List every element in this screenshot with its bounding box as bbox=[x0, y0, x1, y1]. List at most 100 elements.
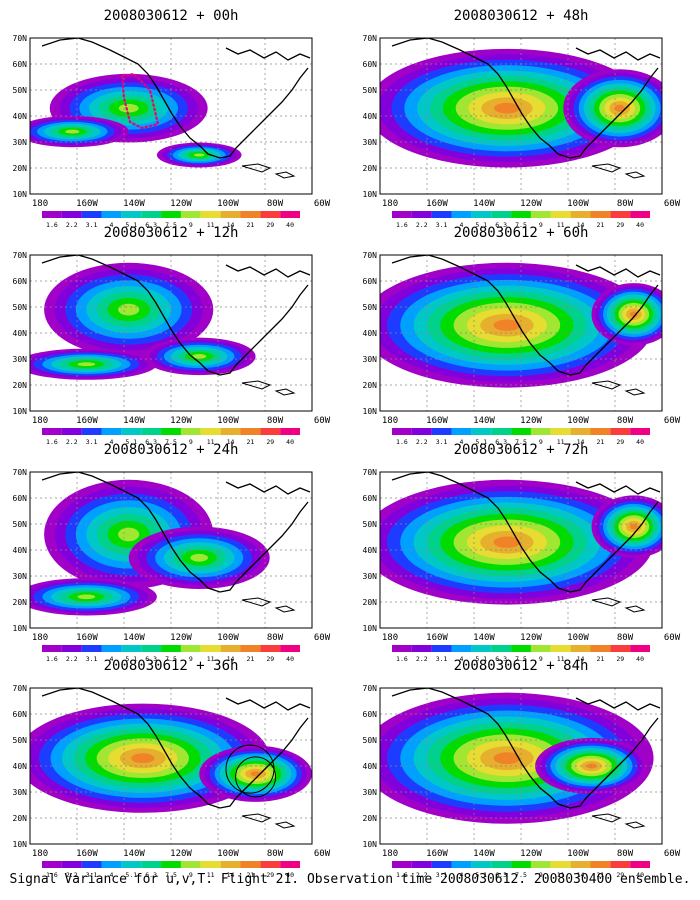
lon-tick-label: 80W bbox=[617, 199, 634, 209]
colorbar-swatch bbox=[200, 428, 221, 435]
colorbar-swatch bbox=[530, 428, 551, 435]
colorbar-swatch bbox=[260, 645, 281, 652]
colorbar-label: 3.1 bbox=[436, 438, 448, 445]
variance-field bbox=[30, 479, 270, 616]
colorbar-swatch bbox=[61, 428, 82, 435]
colorbar-label: 1.6 bbox=[46, 438, 58, 445]
colorbar-label: 14 bbox=[227, 871, 235, 878]
lon-tick-label: 100W bbox=[567, 199, 589, 209]
map-panel: 2008030612 + 00h 70N 60N 50N 40N 30N 20N 10N 180… bbox=[4, 8, 331, 228]
lat-tick-label: 40N bbox=[13, 546, 28, 555]
colorbar-swatch bbox=[491, 861, 512, 868]
colorbar-swatch bbox=[200, 211, 221, 218]
lat-tick-label: 10N bbox=[13, 407, 28, 416]
lon-tick-label: 120W bbox=[170, 416, 192, 426]
colorbar-label: 7.5 bbox=[515, 655, 527, 662]
lon-tick-label: 180 bbox=[32, 416, 48, 426]
map-panel: 2008030612 + 24h 70N 60N 50N 40N 30N 20N 10N 180… bbox=[4, 442, 331, 662]
lat-tick-label: 40N bbox=[363, 329, 378, 338]
colorbar-label: 5.1 bbox=[125, 438, 137, 445]
colorbar-swatch bbox=[61, 211, 82, 218]
colorbar-swatch bbox=[550, 211, 571, 218]
lon-tick-label: 120W bbox=[520, 633, 542, 643]
colorbar-label: 40 bbox=[636, 871, 644, 878]
colorbar-swatch bbox=[101, 861, 122, 868]
colorbar-label: 9 bbox=[189, 221, 193, 228]
colorbar-label: 14 bbox=[577, 871, 585, 878]
colorbar-label: 11 bbox=[207, 438, 215, 445]
colorbar-label: 40 bbox=[286, 221, 294, 228]
colorbar-label: 7.5 bbox=[165, 221, 177, 228]
lat-tick-label: 70N bbox=[363, 34, 378, 43]
colorbar-label: 2.2 bbox=[66, 438, 78, 445]
colorbar-label: 5.1 bbox=[475, 655, 487, 662]
colorbar-label: 6.3 bbox=[145, 438, 157, 445]
colorbar-swatch bbox=[180, 211, 201, 218]
lat-tick-label: 30N bbox=[363, 788, 378, 797]
lon-tick-label: 80W bbox=[617, 633, 634, 643]
colorbar-swatch bbox=[411, 211, 432, 218]
colorbar-label: 11 bbox=[557, 871, 565, 878]
colorbar-swatch bbox=[81, 645, 102, 652]
lat-tick-label: 50N bbox=[363, 86, 378, 95]
colorbar-swatch bbox=[280, 645, 300, 652]
lat-tick-label: 10N bbox=[363, 624, 378, 633]
colorbar-label: 40 bbox=[636, 655, 644, 662]
colorbar-label: 6.3 bbox=[495, 221, 507, 228]
lat-tick-label: 10N bbox=[13, 840, 28, 849]
lat-tick-label: 40N bbox=[363, 112, 378, 121]
lat-tick-label: 40N bbox=[363, 546, 378, 555]
colorbar-swatch bbox=[471, 211, 492, 218]
colorbar-swatch bbox=[161, 645, 181, 652]
colorbar-label: 9 bbox=[539, 221, 543, 228]
colorbar-label: 14 bbox=[227, 438, 235, 445]
colorbar-label: 9 bbox=[189, 655, 193, 662]
lon-tick-label: 100W bbox=[217, 199, 239, 209]
colorbar-swatch bbox=[451, 428, 472, 435]
variance-field bbox=[30, 262, 256, 380]
lat-tick-label: 10N bbox=[363, 840, 378, 849]
lat-tick-label: 60N bbox=[363, 494, 378, 503]
colorbar-swatch bbox=[200, 861, 221, 868]
lat-tick-label: 40N bbox=[13, 112, 28, 121]
map-svg: 70N 60N 50N 40N 30N 20N 10N 180 160W 140W 120W 100W… bbox=[363, 34, 681, 228]
lon-tick-label: 180 bbox=[32, 199, 48, 209]
lon-tick-label: 160W bbox=[76, 199, 98, 209]
lon-tick-label: 160W bbox=[76, 633, 98, 643]
colorbar-label: 1.6 bbox=[396, 438, 408, 445]
colorbar-swatch bbox=[570, 861, 591, 868]
lat-tick-label: 30N bbox=[13, 572, 28, 581]
colorbar-swatch bbox=[81, 211, 102, 218]
colorbar-label: 11 bbox=[557, 655, 565, 662]
lon-tick-label: 180 bbox=[382, 416, 398, 426]
colorbar-swatch bbox=[141, 861, 162, 868]
lon-tick-label: 180 bbox=[32, 849, 48, 859]
colorbar-label: 9 bbox=[189, 871, 193, 878]
colorbar-label: 3.1 bbox=[436, 655, 448, 662]
map-svg: 70N 60N 50N 40N 30N 20N 10N 180 160W 140W 120W 100W… bbox=[363, 251, 681, 445]
colorbar-label: 6.3 bbox=[145, 871, 157, 878]
lat-tick-label: 50N bbox=[13, 303, 28, 312]
colorbar-swatch bbox=[530, 861, 551, 868]
colorbar-swatch bbox=[610, 645, 631, 652]
lat-tick-label: 50N bbox=[363, 303, 378, 312]
colorbar-swatch bbox=[180, 428, 201, 435]
lon-tick-label: 100W bbox=[567, 416, 589, 426]
lon-tick-label: 60W bbox=[664, 849, 681, 859]
colorbar-label: 3.1 bbox=[86, 438, 98, 445]
colorbar-swatch bbox=[590, 861, 611, 868]
colorbar-label: 1.6 bbox=[396, 221, 408, 228]
colorbar-swatch bbox=[570, 428, 591, 435]
colorbar-swatch bbox=[610, 861, 631, 868]
lat-tick-label: 40N bbox=[13, 762, 28, 771]
lon-tick-label: 160W bbox=[426, 849, 448, 859]
map-panel: 2008030612 + 48h 70N 60N 50N 40N 30N 20N 10N 180… bbox=[354, 8, 681, 228]
colorbar-swatch bbox=[260, 211, 281, 218]
colorbar-label: 14 bbox=[577, 438, 585, 445]
lat-tick-label: 50N bbox=[13, 736, 28, 745]
colorbar-swatch bbox=[61, 861, 82, 868]
colorbar-swatch bbox=[240, 428, 261, 435]
colorbar-label: 4 bbox=[110, 655, 114, 662]
colorbar-label: 29 bbox=[266, 438, 274, 445]
lat-tick-label: 30N bbox=[363, 138, 378, 147]
